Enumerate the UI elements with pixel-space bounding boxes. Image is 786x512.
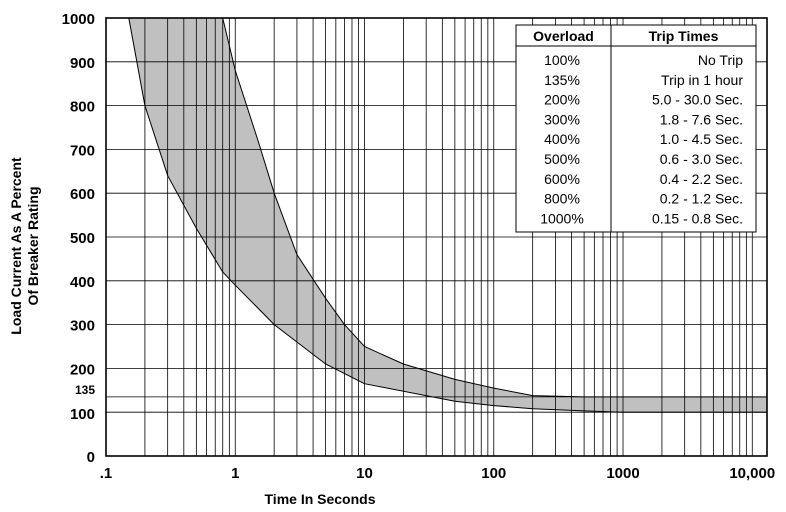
y-tick-label: 900 [70, 55, 95, 72]
curve-layer [128, 18, 767, 413]
x-tick-labels: .1 1 10 100 1000 10,000 [100, 465, 775, 482]
x-tick-label: 1 [231, 465, 239, 482]
grid-layer [106, 18, 767, 456]
table-cell-overload: 500% [544, 151, 580, 167]
table-cell-overload: 400% [544, 131, 580, 147]
max-trip-curve [222, 18, 767, 398]
y-tick-label: 1000 [62, 11, 95, 28]
table-cell-trip-time: 0.15 - 0.8 Sec. [652, 210, 743, 226]
y-axis-label-line-1: Load Current As A Percent [8, 157, 24, 335]
table-cell-overload: 1000% [540, 210, 584, 226]
x-tick-label: .1 [100, 465, 113, 482]
y-tick-labels: 0 100 135 200 300 400 500 600 700 800 900 1000 [62, 11, 96, 466]
table-header-trip-times: Trip Times [649, 28, 719, 44]
table-cell-overload: 100% [544, 52, 580, 68]
table-cell-overload: 800% [544, 191, 580, 207]
y-tick-label: 200 [70, 361, 95, 378]
y-tick-label: 700 [70, 142, 95, 159]
y-tick-label: 100 [70, 406, 95, 423]
x-tick-label: 10,000 [729, 465, 775, 482]
table-cell-overload: 135% [544, 72, 580, 88]
x-tick-label: 100 [481, 465, 506, 482]
trip-band-layer [128, 18, 767, 413]
x-tick-label: 1000 [606, 465, 639, 482]
table-cell-trip-time: 0.2 - 1.2 Sec. [660, 191, 743, 207]
table-cell-trip-time: 1.8 - 7.6 Sec. [660, 111, 743, 127]
trip-times-table: Overload Trip Times 100% No Trip 135% Trip in… [515, 24, 757, 233]
trip-band-area [128, 18, 767, 413]
y-tick-label: 500 [70, 230, 95, 247]
table-header-overload: Overload [533, 28, 594, 44]
table-cell-trip-time: Trip in 1 hour [661, 72, 743, 88]
table-cell-overload: 600% [544, 171, 580, 187]
y-tick-label: 800 [70, 99, 95, 116]
table-cell-trip-time: No Trip [698, 52, 743, 68]
table-cell-trip-time: 0.4 - 2.2 Sec. [660, 171, 743, 187]
table-cell-trip-time: 5.0 - 30.0 Sec. [652, 92, 743, 108]
x-tick-label: 10 [356, 465, 373, 482]
y-tick-label: 300 [70, 318, 95, 335]
y-tick-label: 135 [75, 383, 95, 397]
table-cell-trip-time: 1.0 - 4.5 Sec. [660, 131, 743, 147]
table-cell-trip-time: 0.6 - 3.0 Sec. [660, 151, 743, 167]
y-tick-label: 400 [70, 274, 95, 291]
table-background [515, 24, 757, 233]
table-cell-overload: 300% [544, 111, 580, 127]
y-axis-label-line-2: Of Breaker Rating [25, 186, 41, 305]
plot-frame [105, 17, 768, 457]
table-cell-overload: 200% [544, 92, 580, 108]
y-tick-label: 600 [70, 186, 95, 203]
x-axis-label: Time In Seconds [265, 491, 376, 507]
min-trip-curve [128, 18, 767, 413]
y-tick-label: 0 [87, 449, 95, 466]
